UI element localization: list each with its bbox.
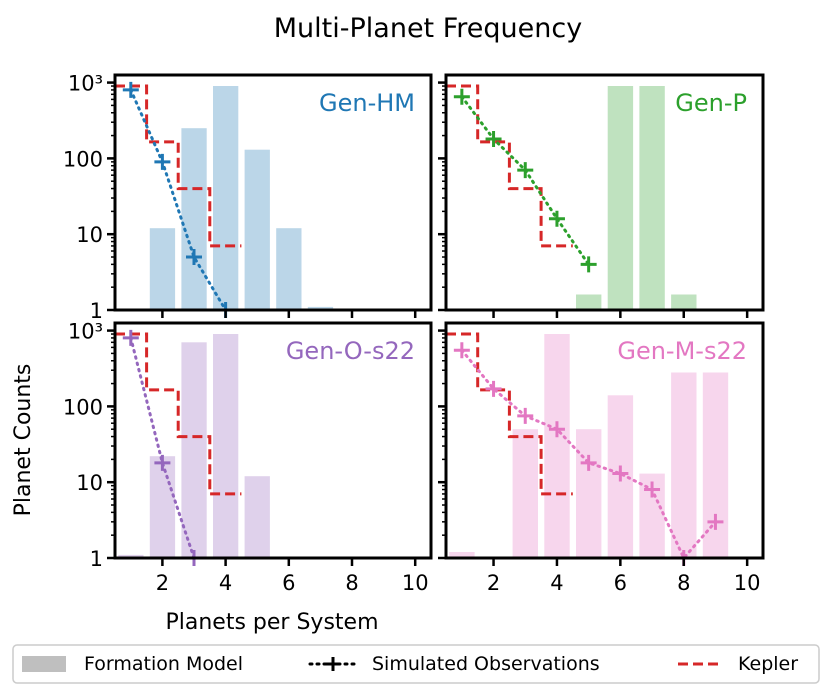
- panel-gen-o-s22: Gen-O-s22 1 10 100 10³ 2 4 6 8 10: [63, 320, 433, 595]
- sim-point-gen-m-s22-6: [612, 465, 629, 482]
- bar-gen-hm-5: [244, 149, 270, 310]
- x-axis-label: Planets per System: [166, 610, 379, 635]
- bar-gen-hm-7: [307, 306, 334, 310]
- bar-gen-hm-3: [181, 128, 207, 310]
- kepler-line-gen-hm: [115, 84, 242, 248]
- x-tick-label-gen-o-s22-1: 4: [219, 571, 232, 595]
- bar-gen-m-s22-1: [449, 552, 475, 558]
- x-tick-label-gen-m-s22-2: 6: [614, 571, 627, 595]
- legend: Formation Model Simulated Observations K…: [12, 644, 820, 684]
- sim-point-gen-m-s22-4: [548, 421, 565, 438]
- sim-line-gen-hm: [129, 88, 228, 312]
- sim-point-gen-o-s22-2: [154, 454, 171, 471]
- sim-point-gen-hm-3: [186, 249, 202, 266]
- bar-gen-hm-4: [213, 86, 239, 310]
- y-tick-label-gen-hm-2: 100: [63, 147, 103, 171]
- frame-gen-o-s22: [113, 321, 433, 560]
- bar-gen-p-7: [639, 86, 665, 310]
- sim-point-gen-p-2: [485, 131, 502, 148]
- sim-point-gen-m-s22-7: [644, 481, 661, 498]
- legend-label-formation-model: Formation Model: [84, 653, 243, 675]
- x-tick-label-gen-o-s22-0: 2: [156, 571, 169, 595]
- y-tick-label-gen-hm-0: 1: [90, 299, 103, 323]
- kepler-line-gen-o-s22: [115, 332, 242, 496]
- bar-gen-p-8: [671, 294, 697, 310]
- bar-gen-m-s22-4: [544, 334, 570, 558]
- x-tick-label-gen-m-s22-3: 8: [677, 571, 690, 595]
- sim-point-gen-m-s22-3: [517, 407, 534, 424]
- kepler-line-gen-m-s22: [446, 332, 573, 496]
- sim-point-gen-p-5: [580, 256, 597, 273]
- sim-point-gen-m-s22-9: [707, 513, 724, 530]
- bar-gen-p-5: [576, 294, 602, 310]
- x-tick-label-gen-m-s22-1: 4: [550, 571, 563, 595]
- sim-point-gen-hm-1: [122, 81, 139, 98]
- bar-gen-m-s22-3: [512, 429, 538, 558]
- y-tick-label-gen-hm-3: 10³: [68, 72, 103, 96]
- panel-gen-hm: Gen-HM 1 10 100 10³: [63, 72, 433, 323]
- frame-gen-hm: [113, 73, 433, 312]
- bar-gen-hm-6: [276, 228, 302, 310]
- y-tick-label-gen-o-s22-0: 1: [90, 547, 103, 571]
- sim-point-gen-p-4: [548, 210, 565, 227]
- y-tick-label-gen-o-s22-3: 10³: [68, 320, 103, 344]
- bar-gen-o-s22-3: [181, 342, 207, 558]
- sim-point-gen-hm-2: [154, 153, 171, 170]
- x-tick-label-gen-o-s22-2: 6: [282, 571, 295, 595]
- sim-line-gen-p: [460, 95, 591, 266]
- panel-label-gen-p: Gen-P: [675, 89, 747, 117]
- sim-point-gen-m-s22-5: [580, 454, 597, 471]
- frame-gen-p: [444, 73, 765, 312]
- x-tick-label-gen-o-s22-4: 10: [402, 571, 429, 595]
- y-tick-label-gen-o-s22-1: 10: [76, 471, 103, 495]
- y-axis-label: Planet Counts: [11, 364, 36, 517]
- sim-point-gen-o-s22-1: [122, 329, 139, 346]
- legend-label-simulated-observations: Simulated Observations: [372, 653, 600, 675]
- bar-gen-m-s22-5: [576, 429, 602, 558]
- y-tick-label-gen-hm-1: 10: [76, 223, 103, 247]
- panels: Gen-HM 1 10 100 10³ Gen-P Gen-O-s22 1 10 100 10³ 2 4…: [63, 72, 765, 595]
- figure-title: Multi-Planet Frequency: [274, 13, 582, 44]
- sim-point-gen-p-1: [453, 88, 470, 105]
- kepler-line-gen-p: [446, 84, 573, 248]
- panel-gen-m-s22: Gen-M-s22 2 4 6 8 10: [438, 321, 765, 595]
- y-tick-label-gen-o-s22-2: 100: [63, 395, 103, 419]
- bar-gen-o-s22-2: [149, 456, 176, 558]
- bar-gen-o-s22-1: [118, 554, 144, 558]
- bar-gen-m-s22-8: [671, 372, 697, 558]
- sim-point-gen-p-3: [517, 162, 534, 179]
- bar-gen-o-s22-5: [244, 476, 270, 558]
- sim-line-gen-m-s22: [460, 348, 717, 561]
- panel-gen-p: Gen-P: [438, 73, 765, 318]
- x-tick-label-gen-o-s22-3: 8: [345, 571, 358, 595]
- legend-label-kepler: Kepler: [738, 653, 798, 675]
- panel-label-gen-o-s22: Gen-O-s22: [286, 337, 415, 365]
- plus-marker-icon: [326, 657, 340, 671]
- panel-label-gen-hm: Gen-HM: [319, 89, 415, 117]
- bar-gen-hm-2: [149, 228, 176, 310]
- x-tick-label-gen-m-s22-4: 10: [734, 571, 761, 595]
- frame-gen-m-s22: [444, 321, 765, 560]
- sim-point-gen-m-s22-1: [453, 342, 470, 359]
- bar-gen-p-6: [607, 86, 634, 310]
- x-tick-label-gen-m-s22-0: 2: [487, 571, 500, 595]
- legend-swatch-formation-model: [22, 656, 66, 672]
- panel-label-gen-m-s22: Gen-M-s22: [617, 337, 747, 365]
- sim-point-gen-m-s22-2: [485, 380, 502, 397]
- legend-frame: [12, 644, 820, 684]
- bar-gen-o-s22-4: [213, 334, 239, 558]
